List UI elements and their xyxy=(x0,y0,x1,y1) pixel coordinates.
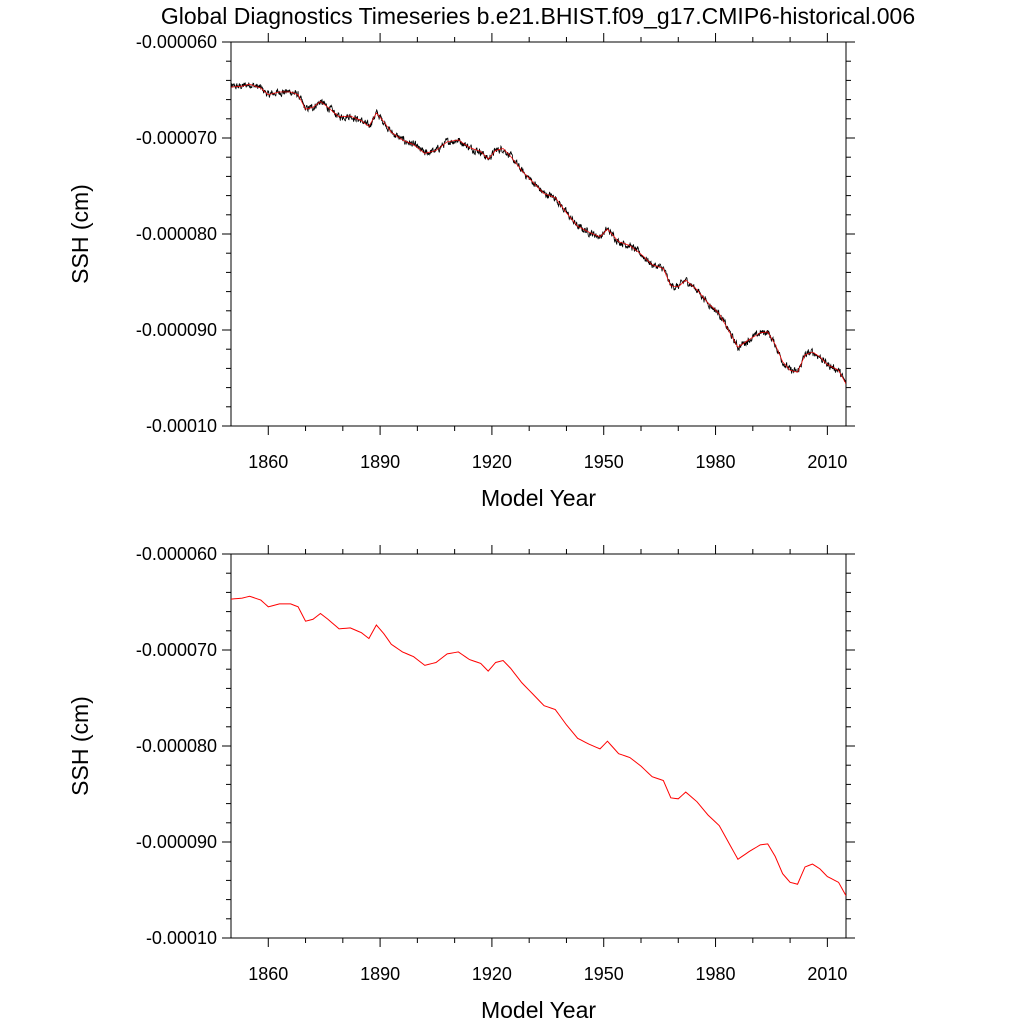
panel-top: 1860 1890 1920 1950 1980 2010 -0.000060 -0.0000… xyxy=(67,32,855,511)
x-axis-title: Model Year xyxy=(481,997,596,1023)
plot-frame xyxy=(230,553,847,939)
y-tick-label: -0.000070 xyxy=(136,640,217,660)
x-tick-label: 1890 xyxy=(360,452,400,472)
y-axis-title: SSH (cm) xyxy=(67,696,93,796)
x-tick-label: 1920 xyxy=(472,964,512,984)
x-tick-label: 1860 xyxy=(248,964,288,984)
x-tick-label: 1950 xyxy=(584,452,624,472)
x-tick-label: 1980 xyxy=(696,964,736,984)
y-tick-label: -0.000070 xyxy=(136,128,217,148)
series-annual-line xyxy=(231,595,846,897)
y-tick-label: -0.00010 xyxy=(146,416,217,436)
plot-frame xyxy=(230,41,847,427)
x-tick-label: 1860 xyxy=(248,452,288,472)
x-tick-label: 1950 xyxy=(584,964,624,984)
x-tick-label: 1980 xyxy=(696,452,736,472)
y-tick-label: -0.00010 xyxy=(146,928,217,948)
y-tick-label: -0.000090 xyxy=(136,320,217,340)
x-tick-label: 2010 xyxy=(807,964,847,984)
y-tick-label: -0.000060 xyxy=(136,544,217,564)
series-annual-line xyxy=(231,83,846,384)
y-tick-label: -0.000060 xyxy=(136,32,217,52)
series-monthly-line xyxy=(231,82,846,384)
y-tick-label: -0.000090 xyxy=(136,832,217,852)
chart-title: Global Diagnostics Timeseries b.e21.BHIS… xyxy=(161,3,915,29)
x-tick-label: 1920 xyxy=(472,452,512,472)
panel-bottom: 1860 1890 1920 1950 1980 2010 -0.000060 -0.0000… xyxy=(67,544,855,1023)
x-tick-label: 2010 xyxy=(807,452,847,472)
x-tick-label: 1890 xyxy=(360,964,400,984)
y-tick-label: -0.000080 xyxy=(136,224,217,244)
y-axis-title: SSH (cm) xyxy=(67,184,93,284)
x-axis-title: Model Year xyxy=(481,485,596,511)
y-tick-label: -0.000080 xyxy=(136,736,217,756)
